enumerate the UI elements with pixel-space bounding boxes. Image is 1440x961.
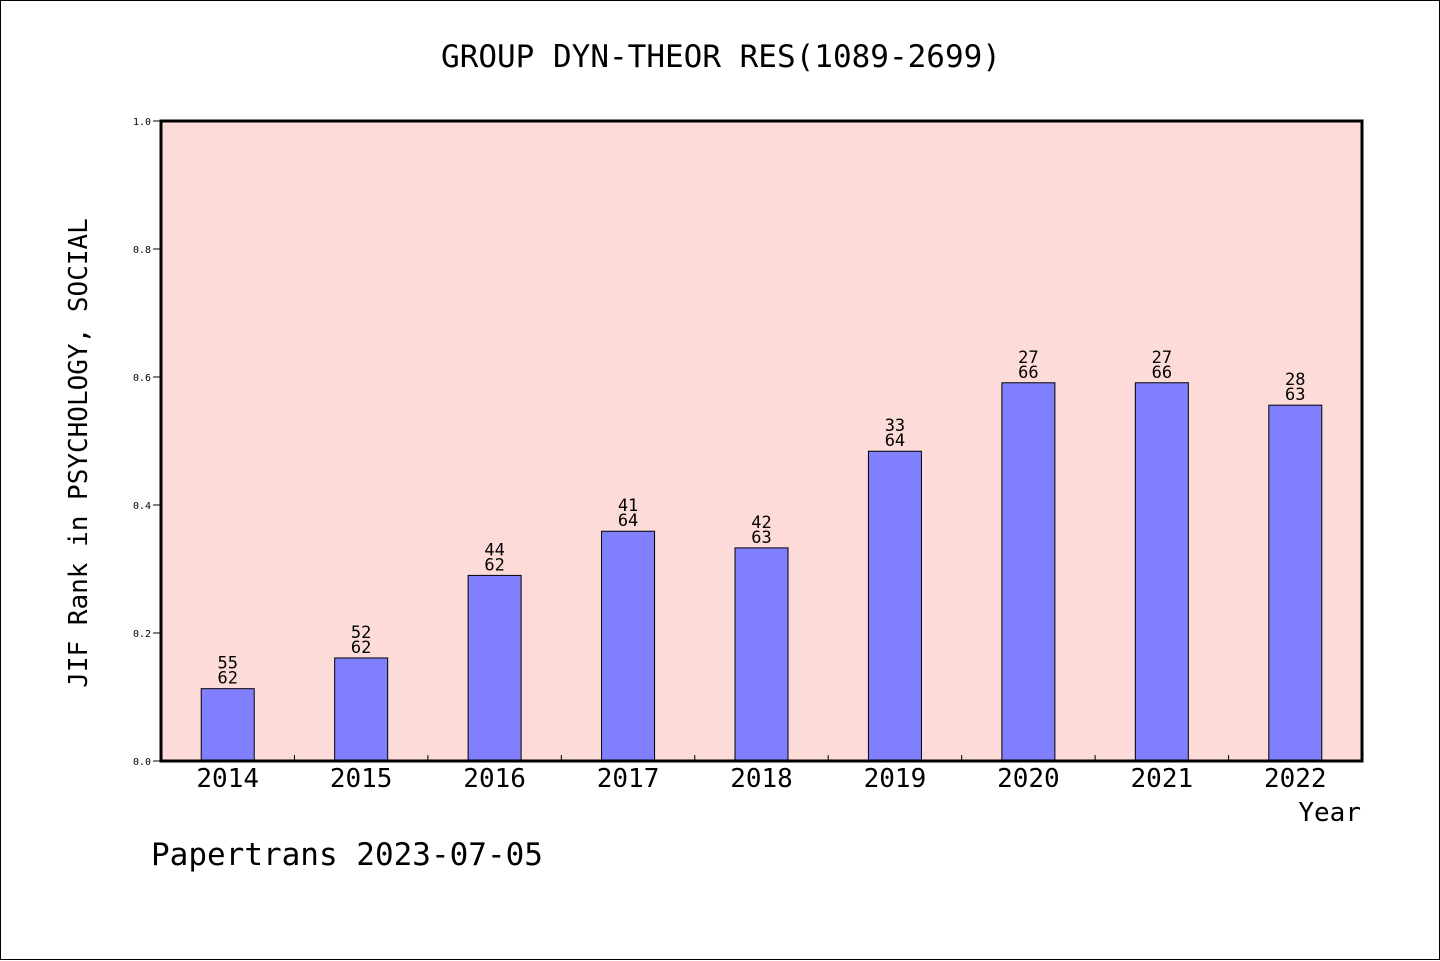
bars-group	[200, 382, 1323, 762]
x-axis-label: Year	[1298, 798, 1361, 828]
bar-total-label: 63	[751, 528, 771, 548]
bar-2014	[200, 688, 255, 762]
x-tick-label: 2015	[330, 764, 393, 794]
bar-rank-label: 52	[351, 623, 371, 643]
bar-total-label: 62	[484, 555, 504, 575]
chart-title: GROUP DYN-THEOR RES(1089-2699)	[441, 39, 1001, 75]
bar-rank-label: 33	[885, 416, 905, 436]
bar-rank-label: 27	[1018, 348, 1038, 368]
bar-2021	[1134, 382, 1189, 762]
y-tick-label: 0.6	[133, 373, 151, 384]
x-tick-label: 2019	[864, 764, 927, 794]
footer-text: Papertrans 2023-07-05	[151, 837, 543, 873]
y-tick-label: 0.2	[133, 629, 151, 640]
y-tick-label: 0.0	[133, 757, 151, 768]
y-axis-label: JIF Rank in PSYCHOLOGY, SOCIAL	[64, 218, 94, 688]
bar-total-label: 66	[1152, 363, 1172, 383]
bar-2016	[467, 574, 522, 762]
bar-2020	[1001, 382, 1056, 762]
bar-total-label: 63	[1285, 385, 1305, 405]
y-tick-label: 1.0	[133, 117, 151, 128]
bar-rank-label: 55	[217, 654, 237, 674]
x-tick-label: 2022	[1264, 764, 1327, 794]
bar-rank-label: 41	[618, 496, 638, 516]
bar-total-label: 62	[217, 669, 237, 689]
x-tick-label: 2018	[730, 764, 793, 794]
bar-2019	[867, 450, 922, 762]
plot-border	[159, 119, 1364, 763]
bar-total-label: 66	[1018, 363, 1038, 383]
bar-2015	[334, 657, 389, 762]
x-tick-label: 2016	[463, 764, 526, 794]
bar-2022	[1268, 404, 1323, 762]
bar-rank-label: 28	[1285, 370, 1305, 390]
y-axis-ticks: 0.0 0.2 0.4 0.6 0.8 1.0	[133, 117, 161, 768]
bar-total-label: 64	[618, 511, 638, 531]
bar-rank-label: 42	[751, 513, 771, 533]
bar-rank-label: 27	[1152, 348, 1172, 368]
x-tick-label: 2020	[997, 764, 1060, 794]
bar-total-label: 64	[885, 431, 905, 451]
x-tick-label: 2014	[196, 764, 259, 794]
y-tick-label: 0.4	[133, 501, 151, 512]
bar-rank-label: 44	[484, 540, 504, 560]
bar-2017	[601, 530, 656, 762]
x-tick-label: 2017	[597, 764, 660, 794]
y-tick-label: 0.8	[133, 245, 151, 256]
bar-2018	[734, 547, 789, 762]
bar-total-label: 62	[351, 638, 371, 658]
x-tick-label: 2021	[1131, 764, 1194, 794]
x-axis-ticks: 2014 2015 2016 2017 2018 2019 2020 2021 2022	[196, 755, 1327, 794]
